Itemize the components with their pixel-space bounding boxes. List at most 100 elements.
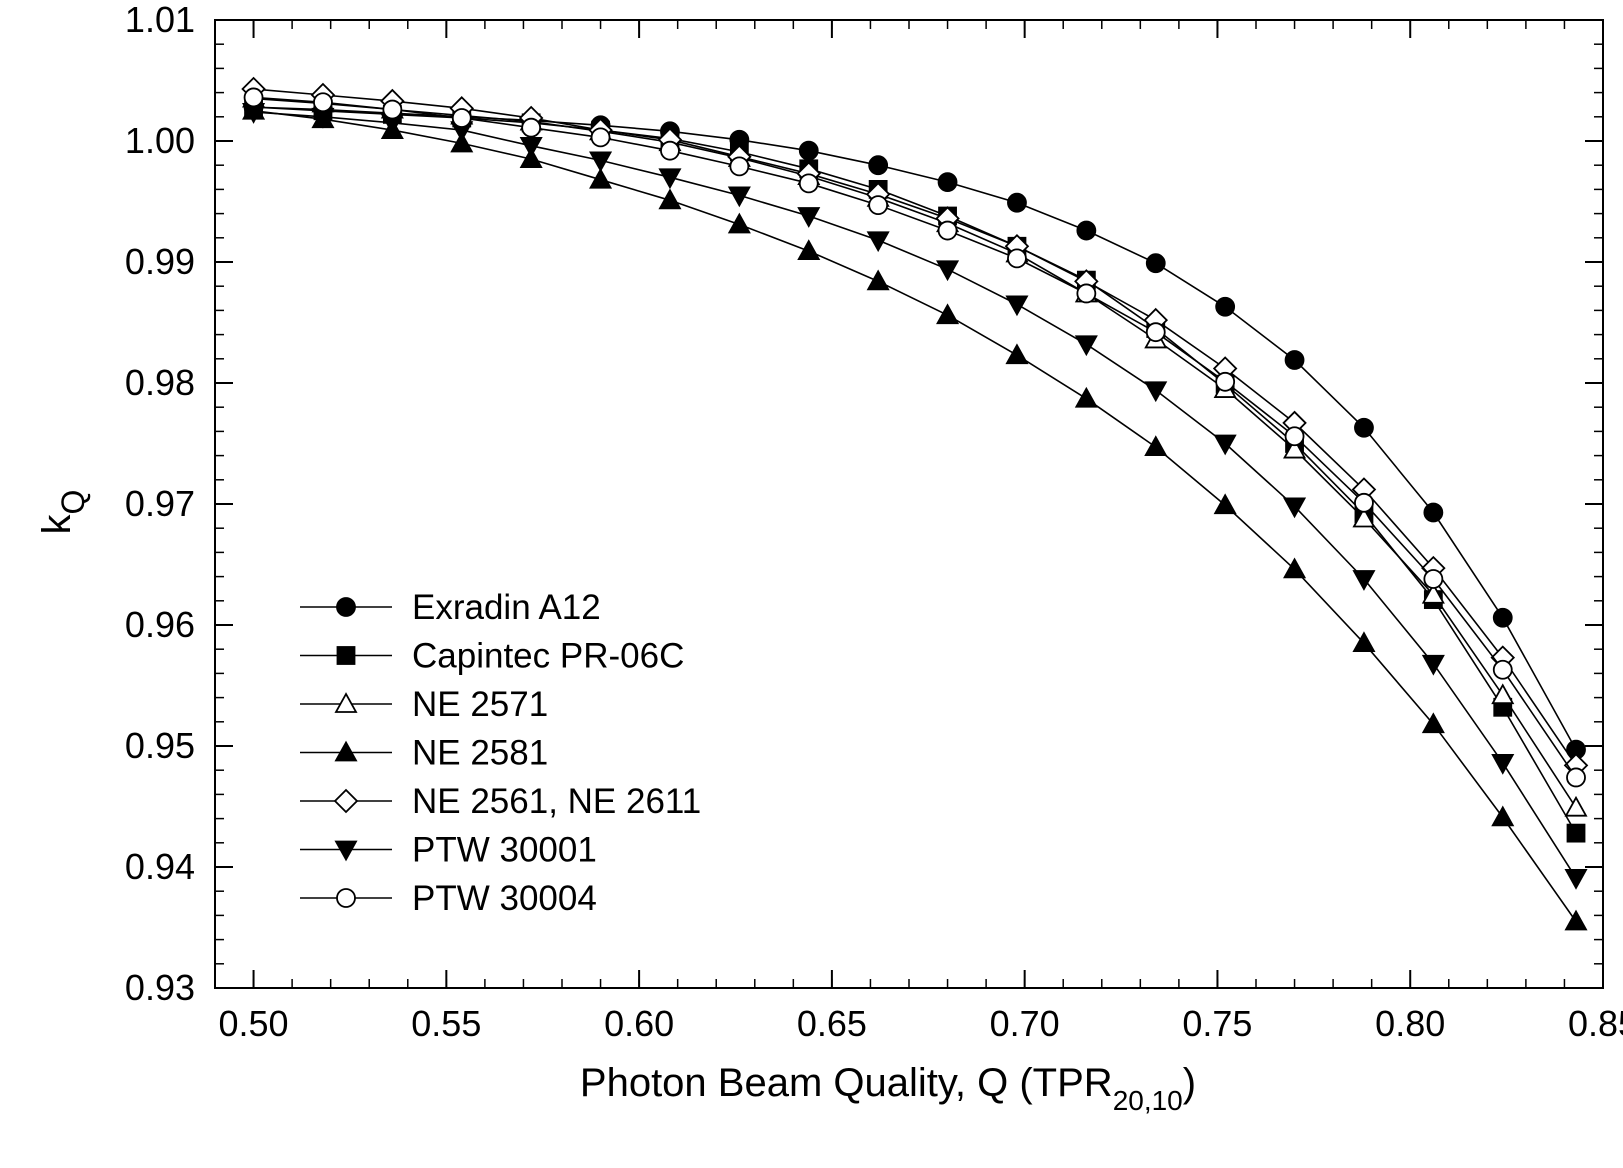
x-tick-label: 0.65 [797, 1003, 867, 1044]
data-point [1076, 283, 1097, 304]
data-point [1423, 569, 1444, 589]
data-point [1564, 795, 1588, 817]
x-axis-title-main: Photon Beam Quality, Q (TPR [580, 1061, 1113, 1105]
x-tick-label: 0.60 [604, 1003, 674, 1044]
data-point [1354, 417, 1374, 438]
data-point [1352, 506, 1376, 528]
data-point [1491, 754, 1515, 775]
data-point [1215, 371, 1236, 392]
data-point [1492, 659, 1513, 680]
data-point [936, 303, 960, 325]
legend-entry: Capintec PR-06C [300, 637, 684, 676]
data-point [1007, 248, 1027, 269]
data-point [1144, 435, 1168, 457]
data-point [1145, 322, 1166, 343]
series-ne-2581 [242, 98, 1588, 931]
data-point [1283, 497, 1307, 519]
x-tick-label: 0.55 [411, 1003, 481, 1044]
legend-marker [334, 692, 358, 713]
legend-label: PTW 30004 [412, 879, 597, 918]
legend-entry: NE 2571 [300, 685, 548, 724]
data-point [1421, 654, 1445, 676]
series-ptw-30001 [242, 103, 1588, 890]
series-layer [241, 76, 1589, 931]
data-point [519, 147, 543, 169]
legend-label: Capintec PR-06C [412, 637, 684, 676]
x-axis-title-end: ) [1183, 1061, 1196, 1105]
y-axis-title: kQ [35, 490, 91, 535]
data-point [1284, 350, 1305, 370]
data-point [450, 131, 474, 153]
legend-marker [334, 840, 358, 862]
legend-entry: NE 2561, NE 2611 [300, 782, 701, 821]
data-point [1421, 712, 1445, 734]
x-axis-title: Photon Beam Quality, Q (TPR20,10) [580, 1061, 1196, 1116]
data-point [451, 108, 472, 128]
legend-entry: PTW 30001 [300, 831, 597, 870]
data-point [1421, 582, 1445, 604]
data-point [519, 136, 543, 158]
series-line [253, 88, 1577, 766]
legend-marker [336, 646, 356, 665]
legend-marker [333, 788, 359, 814]
legend: Exradin A12 Capintec PR-06C NE 2571 NE 2581… [300, 588, 701, 918]
data-point [1283, 557, 1307, 579]
data-point [1284, 426, 1305, 447]
data-point [727, 186, 751, 208]
data-point [521, 117, 542, 138]
data-point [1491, 683, 1515, 705]
data-point [1564, 868, 1588, 890]
data-point [936, 260, 960, 282]
data-point [727, 212, 751, 234]
legend-marker [336, 597, 356, 617]
x-axis-title-subscript: 20,10 [1113, 1085, 1183, 1116]
legend-label: NE 2561, NE 2611 [412, 782, 701, 821]
legend-entry: Exradin A12 [300, 588, 601, 627]
legend-entry: PTW 30004 [300, 879, 597, 918]
data-point [313, 92, 333, 113]
data-point [1352, 631, 1376, 653]
data-point [868, 155, 889, 176]
data-point [1215, 296, 1236, 317]
series-line [253, 111, 1577, 879]
x-tick-label: 0.70 [990, 1003, 1060, 1044]
data-point [382, 99, 403, 120]
y-tick-label: 1.01 [125, 0, 195, 40]
data-point [658, 188, 682, 210]
legend-label: Exradin A12 [412, 588, 601, 627]
data-point [1005, 295, 1029, 317]
legend-marker [336, 888, 356, 908]
series-capintec-pr-06c [244, 97, 1586, 843]
data-point [1354, 492, 1374, 513]
data-point [1283, 437, 1307, 459]
data-point [866, 269, 890, 291]
series-line [253, 110, 1577, 922]
series-line [253, 96, 1577, 778]
legend-label: PTW 30001 [412, 831, 597, 870]
y-tick-label: 0.99 [125, 241, 195, 282]
data-point [866, 231, 890, 253]
data-point [1566, 767, 1586, 788]
y-axis-title-main: k [35, 513, 79, 534]
y-axis-title-subscript: Q [55, 490, 91, 515]
legend-marker [334, 740, 358, 762]
data-point [798, 173, 819, 194]
series-ptw-30004 [243, 87, 1586, 788]
data-point [937, 220, 958, 241]
data-point [797, 239, 821, 261]
data-point [1213, 493, 1237, 515]
data-point [590, 127, 611, 148]
data-point [1352, 570, 1376, 591]
y-tick-label: 0.94 [125, 846, 195, 887]
y-tick-label: 0.93 [125, 967, 195, 1008]
data-point [1423, 502, 1444, 523]
y-tick-label: 0.96 [125, 604, 195, 645]
series-line [253, 106, 1577, 834]
data-point [1213, 434, 1237, 456]
data-point [937, 172, 958, 193]
data-point [1566, 823, 1586, 843]
x-tick-label: 0.80 [1375, 1003, 1445, 1044]
data-point [798, 140, 819, 161]
data-point [1564, 909, 1588, 931]
x-tick-label: 0.50 [219, 1003, 289, 1044]
